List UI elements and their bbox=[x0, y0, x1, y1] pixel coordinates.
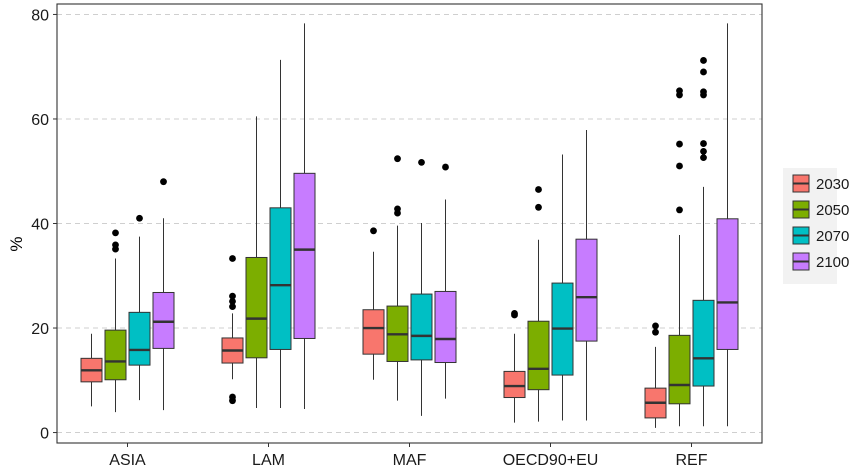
box-LAM-2070 bbox=[269, 59, 292, 408]
gridlines bbox=[57, 13, 762, 434]
box-OECD90+EU-2030 bbox=[503, 309, 526, 423]
outlier-point bbox=[112, 229, 119, 237]
x-tick-label: ASIA bbox=[109, 452, 146, 469]
box-body bbox=[527, 320, 550, 391]
box-body bbox=[575, 238, 598, 342]
outlier-point bbox=[394, 155, 401, 163]
box-LAM-2100 bbox=[293, 23, 316, 410]
box-OECD90+EU-2070 bbox=[551, 154, 574, 421]
outlier-point bbox=[652, 328, 659, 336]
outlier-point bbox=[652, 322, 659, 330]
box-REF-2030 bbox=[644, 322, 667, 428]
outlier-point bbox=[676, 162, 683, 170]
box-REF-2050 bbox=[668, 87, 691, 427]
box-body bbox=[293, 172, 316, 339]
outlier-point bbox=[229, 292, 236, 300]
outlier-point bbox=[418, 158, 425, 166]
box-body bbox=[245, 256, 268, 359]
outlier-point bbox=[370, 227, 377, 235]
x-tick-label: LAM bbox=[252, 452, 285, 469]
outlier-point bbox=[136, 214, 143, 222]
y-tick-label: 60 bbox=[31, 112, 49, 129]
box-LAM-2050 bbox=[245, 116, 268, 408]
box-LAM-2030 bbox=[221, 255, 244, 405]
legend: 2030 2050 2070 2100 bbox=[783, 168, 849, 284]
box-body bbox=[269, 207, 292, 350]
x-tick-label: MAF bbox=[393, 452, 427, 469]
outlier-point bbox=[676, 140, 683, 148]
outlier-point bbox=[700, 57, 707, 64]
box-body bbox=[503, 370, 526, 399]
y-axis-title: % bbox=[7, 236, 26, 251]
box-MAF-2030 bbox=[362, 227, 385, 380]
y-tick-label: 40 bbox=[31, 217, 49, 234]
outlier-point bbox=[535, 203, 542, 211]
outlier-point bbox=[700, 154, 707, 162]
box-REF-2100 bbox=[716, 23, 739, 427]
y-axis: 0 20 40 60 80 bbox=[31, 7, 57, 443]
outlier-point bbox=[676, 206, 683, 214]
outlier-point bbox=[160, 178, 167, 186]
x-tick-label: REF bbox=[676, 452, 708, 469]
outlier-point bbox=[394, 205, 401, 213]
outlier-point bbox=[700, 140, 707, 147]
legend-label: 2050 bbox=[816, 202, 849, 219]
box-MAF-2070 bbox=[410, 158, 433, 416]
box-body bbox=[692, 299, 715, 387]
box-OECD90+EU-2100 bbox=[575, 129, 598, 421]
y-tick-label: 20 bbox=[31, 321, 49, 338]
legend-label: 2030 bbox=[816, 176, 849, 193]
x-tick-label: OECD90+EU bbox=[503, 452, 599, 469]
outlier-point bbox=[229, 297, 236, 305]
outlier-point bbox=[229, 255, 236, 262]
outlier-point bbox=[229, 393, 236, 401]
box-OECD90+EU-2050 bbox=[527, 186, 550, 422]
outlier-point bbox=[700, 88, 707, 96]
box-ASIA-2030 bbox=[80, 333, 103, 407]
outlier-point bbox=[229, 303, 236, 310]
outlier-point bbox=[112, 241, 119, 249]
outlier-point bbox=[442, 163, 449, 171]
box-body bbox=[152, 291, 175, 349]
box-ASIA-2100 bbox=[152, 178, 175, 411]
box-body bbox=[668, 334, 691, 405]
y-tick-label: 80 bbox=[31, 7, 49, 24]
box-ASIA-2050 bbox=[104, 229, 127, 413]
box-body bbox=[410, 293, 433, 361]
boxes bbox=[80, 23, 739, 428]
outlier-point bbox=[535, 186, 542, 193]
box-MAF-2050 bbox=[386, 155, 409, 401]
legend-label: 2100 bbox=[816, 254, 849, 271]
box-MAF-2100 bbox=[434, 163, 457, 399]
legend-label: 2070 bbox=[816, 228, 849, 245]
outlier-point bbox=[700, 68, 707, 76]
box-body bbox=[362, 309, 385, 355]
y-tick-label: 0 bbox=[40, 426, 49, 443]
box-body bbox=[128, 311, 151, 366]
box-body bbox=[434, 290, 457, 364]
outlier-point bbox=[511, 309, 518, 317]
outlier-point bbox=[700, 147, 707, 155]
x-axis: ASIA LAM MAF OECD90+EU REF bbox=[109, 443, 708, 469]
box-body bbox=[104, 329, 127, 381]
box-body bbox=[716, 218, 739, 350]
outlier-point bbox=[676, 87, 683, 95]
box-ASIA-2070 bbox=[128, 214, 151, 401]
box-REF-2070 bbox=[692, 57, 715, 427]
legend-background bbox=[783, 168, 837, 284]
